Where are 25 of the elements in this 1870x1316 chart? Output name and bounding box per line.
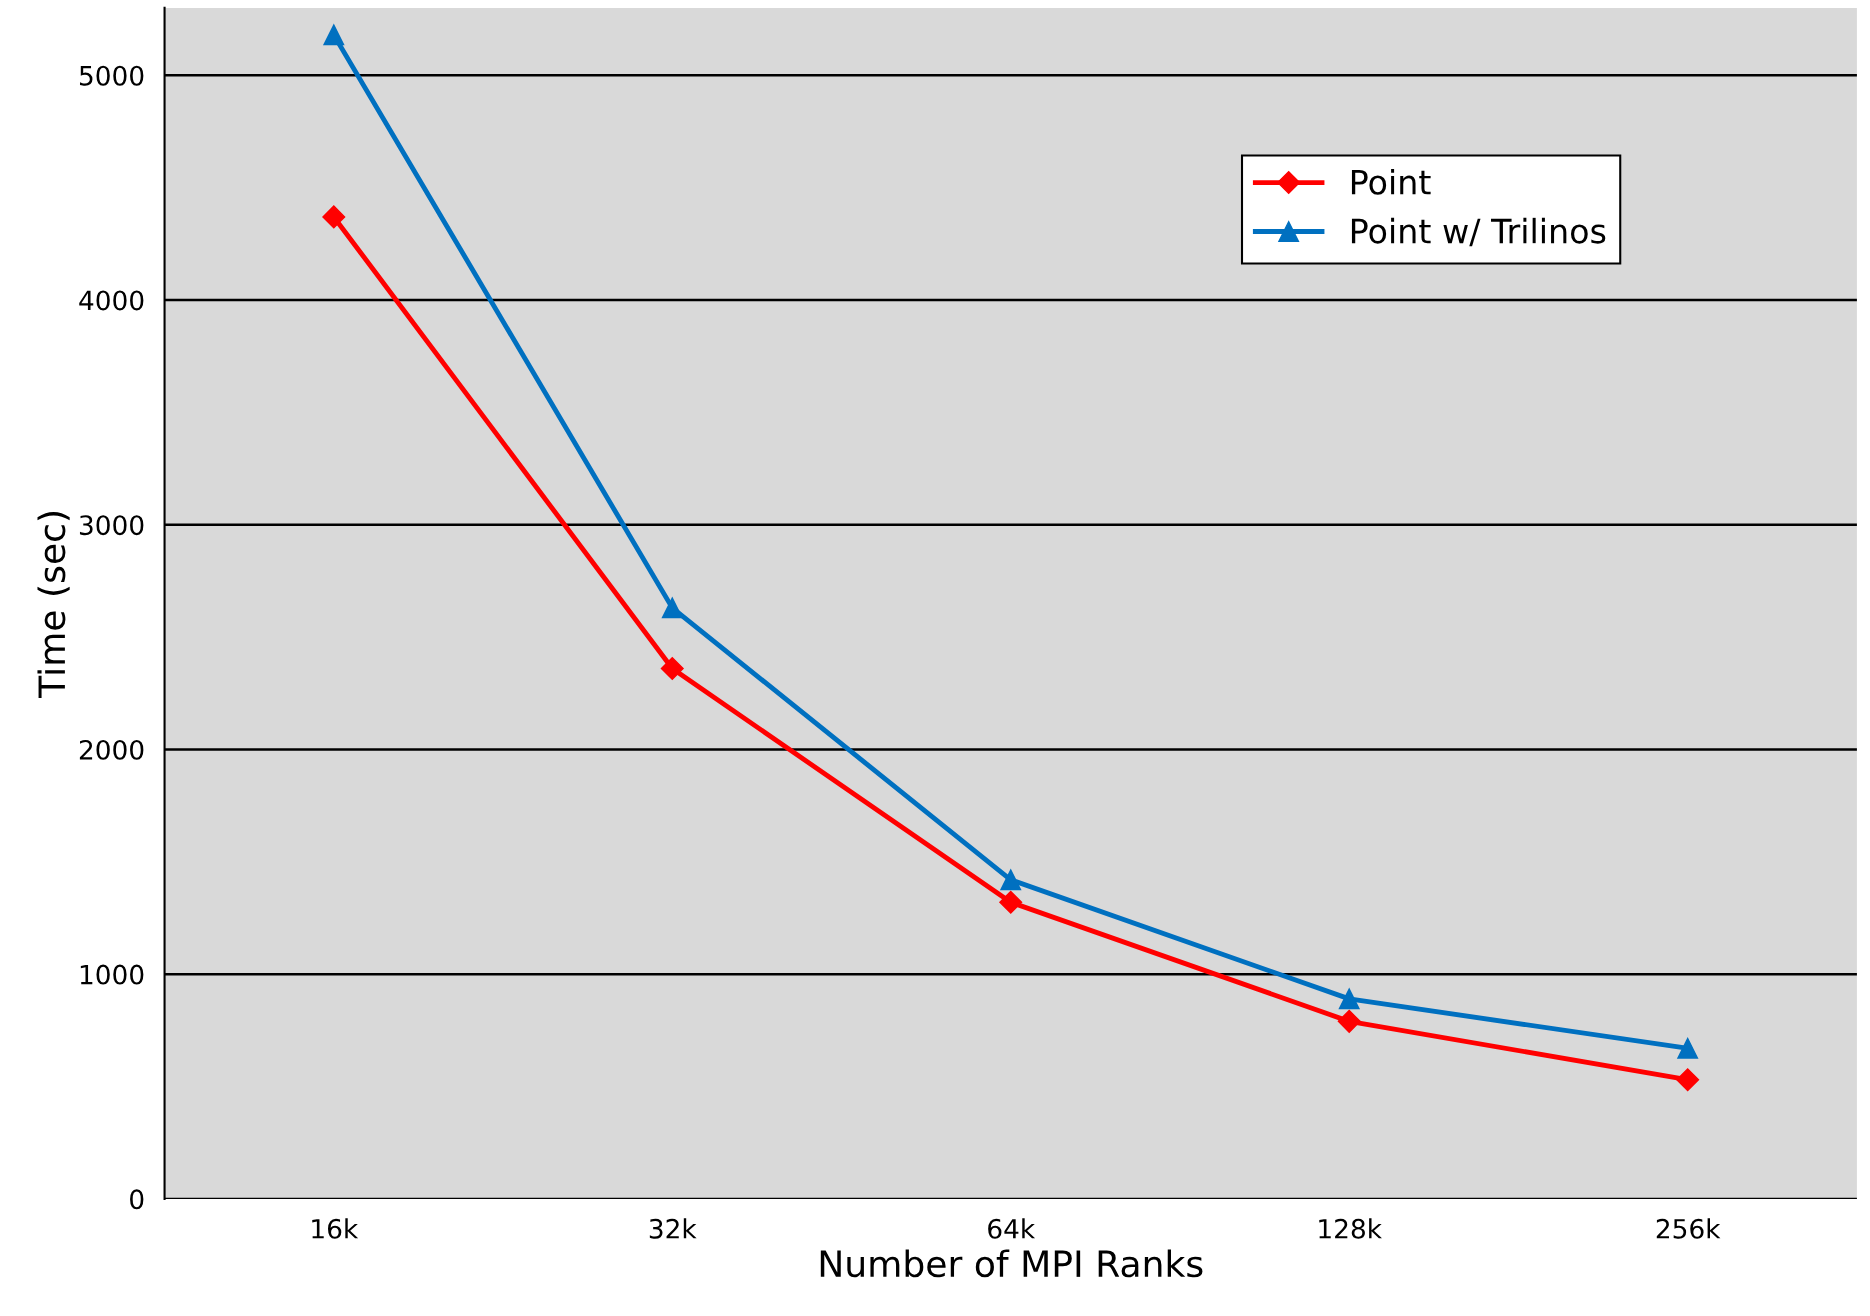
x-tick-label: 32k	[649, 1218, 697, 1239]
legend-label: Point	[1351, 168, 1431, 195]
y-tick-label: 3000	[79, 515, 144, 536]
point	[999, 890, 1023, 914]
point	[323, 24, 345, 46]
x-tick-label: 256k	[1656, 1218, 1721, 1239]
y-tick-label: 1000	[80, 964, 144, 985]
x-tick-label: 16k	[312, 1218, 359, 1239]
point	[1000, 869, 1022, 891]
point	[1677, 1037, 1699, 1059]
x-tick-label: 128k	[1319, 1218, 1382, 1239]
y-tick-label: 2000	[79, 739, 144, 760]
y-tick-label: 0	[130, 1189, 144, 1210]
point	[660, 657, 684, 681]
x-axis-title: Number of MPI Ranks	[820, 1249, 1203, 1278]
x-tick-label: 64k	[988, 1218, 1036, 1239]
point	[322, 205, 346, 229]
point	[1338, 988, 1360, 1010]
y-axis-title: Time (sec)	[37, 512, 70, 698]
point	[661, 597, 683, 619]
point	[1676, 1068, 1700, 1092]
y-tick-label: 5000	[79, 65, 144, 86]
legend-label: Point w/ Trilinos	[1351, 217, 1606, 247]
point	[1337, 1009, 1361, 1033]
y-tick-label: 4000	[79, 290, 144, 311]
